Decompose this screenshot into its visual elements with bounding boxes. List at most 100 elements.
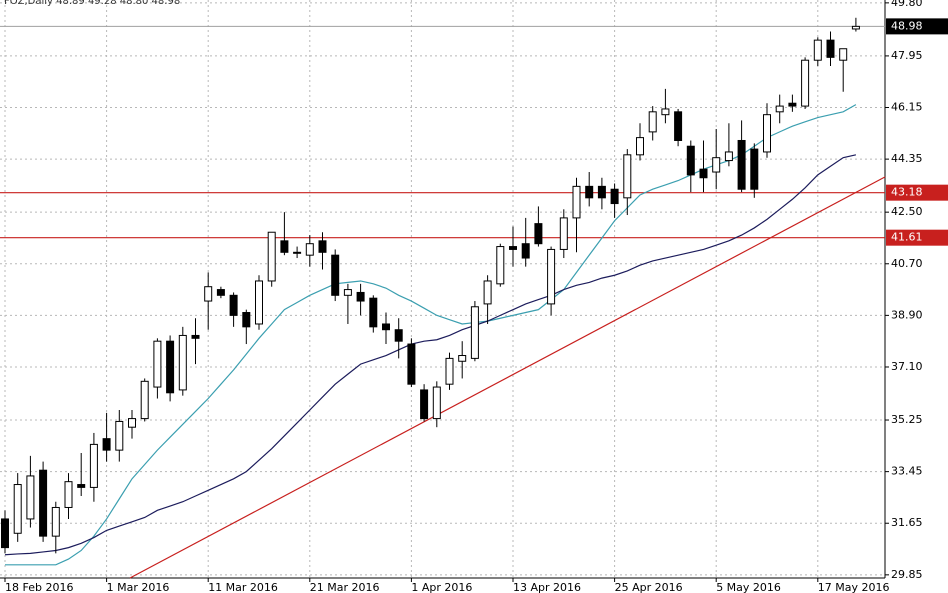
candle-body: [699, 168, 708, 179]
y-tick-label: 31.65: [891, 516, 923, 529]
y-tick-label: 37.10: [891, 360, 923, 373]
candle-body: [801, 59, 810, 107]
candle-body: [610, 188, 619, 205]
candle-body: [826, 39, 835, 58]
candle-body: [470, 306, 479, 359]
candle-body: [597, 185, 606, 199]
candle-body: [318, 240, 327, 253]
candle-body: [140, 380, 149, 420]
candle-body: [115, 420, 124, 451]
x-tick-label: 21 Mar 2016: [310, 581, 380, 593]
candle-body: [102, 438, 111, 451]
candle-body: [585, 185, 594, 199]
candle-body: [686, 145, 695, 176]
x-tick-label: 18 Feb 2016: [5, 581, 73, 593]
candle-body: [547, 248, 556, 305]
candle-body: [813, 39, 822, 61]
candle-body: [39, 469, 48, 537]
candle-body: [216, 289, 225, 296]
candle-body: [750, 148, 759, 190]
trend-line: [129, 176, 886, 579]
x-tick-label: 13 Apr 2016: [513, 581, 581, 593]
candle-body: [674, 111, 683, 141]
candle-body: [343, 289, 352, 296]
candle-body: [191, 334, 200, 339]
candle-body: [356, 291, 365, 302]
y-tick-label: 35.25: [891, 413, 923, 426]
level-tag: [886, 184, 948, 201]
x-tick-label: 25 Apr 2016: [615, 581, 683, 593]
candle-body: [64, 481, 73, 508]
candle-body: [763, 114, 771, 153]
candle-body: [369, 297, 378, 328]
chart-title: FOZ,Daily 48.89 49.28 48.80 48.98: [4, 0, 180, 7]
candle-body: [255, 280, 263, 325]
candle-body: [305, 243, 314, 256]
candle-body: [178, 334, 187, 391]
candle-body: [89, 443, 98, 488]
candle-body: [572, 185, 581, 219]
candle-body: [521, 243, 530, 259]
candle-body: [534, 223, 543, 245]
candle-body: [331, 254, 340, 296]
candle-body: [458, 355, 467, 362]
candle-body: [636, 137, 644, 156]
candle-body: [712, 157, 721, 173]
x-tick-label: 1 Mar 2016: [107, 581, 170, 593]
y-tick-label: 44.35: [891, 152, 923, 165]
y-tick-label: 38.90: [891, 308, 923, 321]
y-tick-label: 46.15: [891, 101, 923, 114]
candle-body: [293, 251, 302, 254]
candle-body: [242, 312, 251, 328]
candle-body: [788, 102, 797, 107]
candle-body: [13, 484, 22, 534]
y-tick-label: 33.45: [891, 465, 923, 478]
last-price-label: 48.98: [891, 19, 923, 32]
moving-average: [4, 154, 857, 556]
candle-body: [51, 506, 60, 537]
candle-body: [724, 151, 733, 162]
last-price-tag: [886, 18, 948, 35]
candle-body: [229, 294, 238, 316]
y-tick-label: 42.50: [891, 205, 923, 218]
candle-body: [394, 329, 403, 342]
y-tick-label: 47.95: [891, 49, 923, 62]
candle-body: [128, 418, 136, 428]
candle-body: [1, 518, 9, 549]
y-tick-label: 49.80: [891, 0, 923, 9]
candle-body: [267, 231, 276, 282]
candle-body: [153, 340, 162, 388]
x-tick-label: 17 May 2016: [818, 581, 890, 593]
candle-body: [851, 25, 860, 30]
candle-body: [648, 111, 657, 133]
candle-body: [432, 386, 441, 420]
candle-body: [839, 48, 848, 61]
candle-body: [445, 357, 454, 385]
candle-body: [661, 108, 670, 116]
candle-body: [623, 154, 632, 199]
level-tag-label: 41.61: [891, 231, 923, 244]
candle-body: [26, 475, 35, 520]
level-tag-label: 43.18: [891, 186, 923, 199]
x-tick-label: 5 May 2016: [716, 581, 781, 593]
x-tick-label: 1 Apr 2016: [411, 581, 472, 593]
candle-body: [483, 280, 492, 305]
candle-body: [407, 343, 416, 385]
candle-body: [77, 484, 86, 488]
candle-body: [166, 340, 175, 394]
candle-body: [280, 240, 289, 253]
candle-body: [559, 217, 568, 250]
x-tick-label: 11 Mar 2016: [208, 581, 278, 593]
level-tag: [886, 229, 948, 246]
candle-body: [737, 139, 746, 190]
candle-body: [204, 286, 213, 302]
candle-body: [496, 246, 505, 285]
candle-body: [382, 323, 390, 331]
candle-body: [509, 246, 517, 250]
candle-body: [775, 105, 784, 113]
y-tick-label: 40.70: [891, 257, 923, 270]
y-tick-label: 29.85: [891, 568, 923, 581]
